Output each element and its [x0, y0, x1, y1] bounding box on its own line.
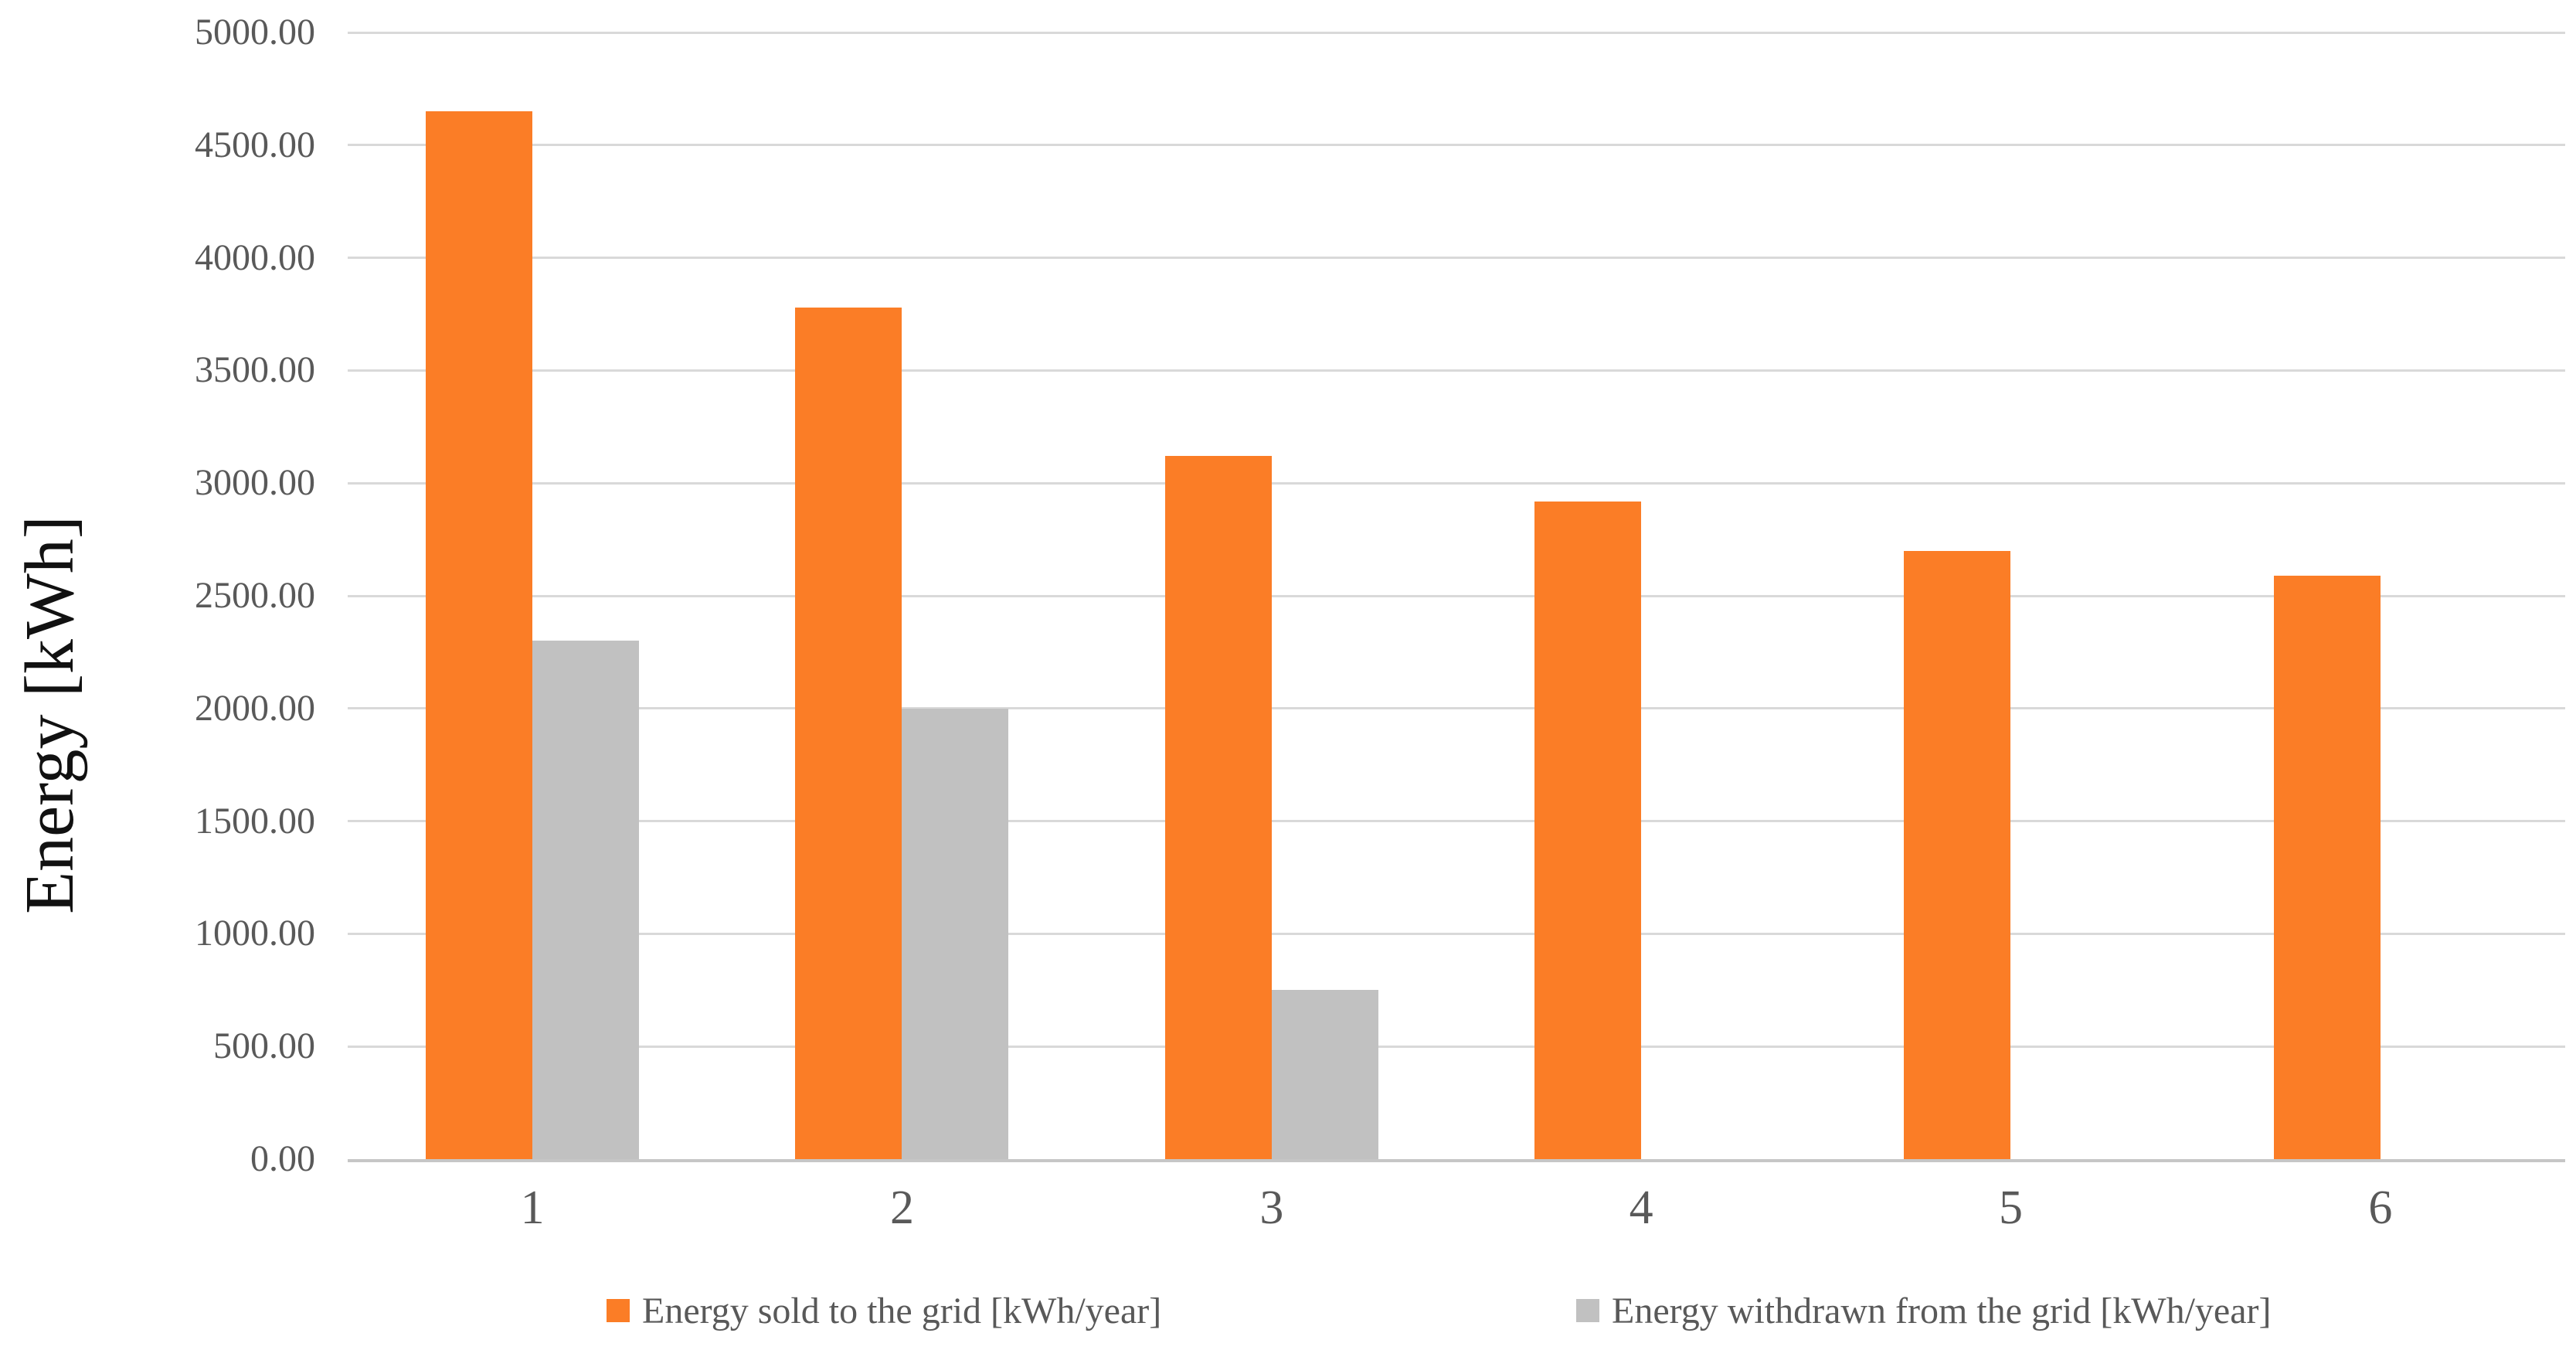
y-tick-label: 4000.00 [195, 236, 315, 278]
y-tick-label: 2500.00 [195, 575, 315, 616]
gridline [348, 144, 2565, 147]
y-tick-label: 3500.00 [195, 349, 315, 391]
bar-energy-withdrawn [532, 641, 640, 1159]
bar-energy-sold [795, 307, 902, 1159]
y-tick-label: 1000.00 [195, 913, 315, 954]
bar-group [348, 32, 717, 1159]
y-tick-label: 4500.00 [195, 124, 315, 165]
bar-energy-sold [426, 111, 533, 1159]
x-axis-line [348, 1159, 2565, 1162]
gridline [348, 31, 2565, 34]
bar-group [1456, 32, 1826, 1159]
y-tick-label: 3000.00 [195, 462, 315, 504]
legend-label: Energy withdrawn from the grid [kWh/year… [1612, 1290, 2272, 1331]
legend-item: Energy sold to the grid [kWh/year] [607, 1286, 1161, 1335]
gridline [348, 594, 2565, 597]
bar-energy-sold [1164, 456, 1272, 1159]
x-tick-label: 1 [520, 1182, 545, 1234]
bar-group [1826, 32, 2195, 1159]
y-tick-label: 500.00 [213, 1025, 315, 1067]
legend-swatch-sold [607, 1299, 630, 1322]
plot-area [348, 31, 2565, 1162]
bar-energy-withdrawn [1271, 990, 1378, 1159]
gridline [348, 707, 2565, 710]
gridline [348, 932, 2565, 935]
bar-energy-sold [2273, 575, 2381, 1159]
bar-energy-sold [1904, 550, 2011, 1159]
y-tick-label: 0.00 [250, 1138, 315, 1179]
bar-energy-withdrawn [902, 708, 1009, 1159]
bar-energy-sold [1534, 501, 1642, 1159]
y-tick-label: 5000.00 [195, 12, 315, 53]
x-tick-label: 6 [2368, 1182, 2393, 1234]
x-tick-label: 2 [889, 1182, 914, 1234]
gridline [348, 1045, 2565, 1048]
legend-label: Energy sold to the grid [kWh/year] [642, 1290, 1162, 1331]
legend-item: Energy withdrawn from the grid [kWh/year… [1576, 1286, 2272, 1335]
bar-group [1087, 32, 1456, 1159]
gridline [348, 257, 2565, 260]
y-tick-label: 2000.00 [195, 687, 315, 729]
x-tick-label: 5 [1998, 1182, 2023, 1234]
bar-group [717, 32, 1086, 1159]
legend-swatch-withdrawn [1576, 1299, 1599, 1322]
gridline [348, 820, 2565, 823]
bar-group [2196, 32, 2565, 1159]
x-tick-label: 4 [1629, 1182, 1653, 1234]
gridline [348, 481, 2565, 485]
y-tick-label: 1500.00 [195, 800, 315, 842]
gridline [348, 369, 2565, 372]
x-tick-label: 3 [1259, 1182, 1284, 1234]
